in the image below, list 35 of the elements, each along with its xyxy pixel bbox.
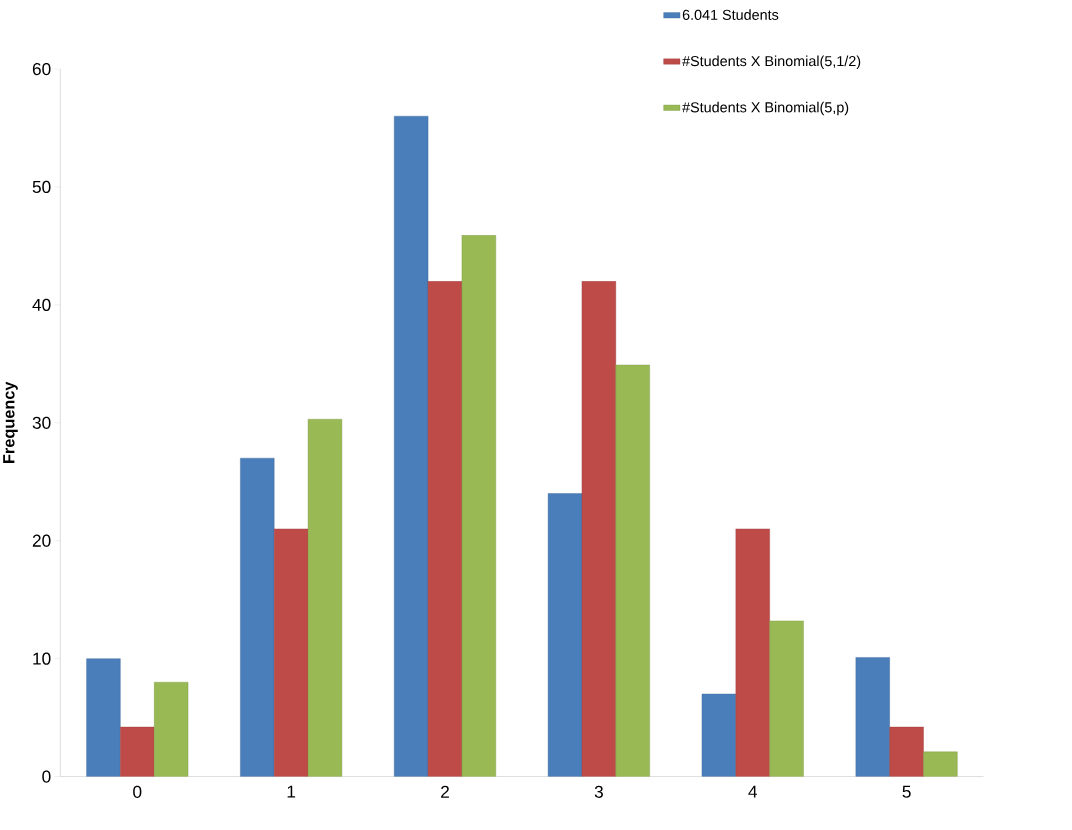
legend-label: #Students X Binomial(5,p) [682, 101, 849, 116]
bar [240, 457, 275, 777]
bar [120, 726, 155, 777]
bar [855, 657, 890, 777]
bar [154, 681, 189, 777]
bar [889, 726, 924, 777]
y-tick-label: 10 [33, 652, 51, 665]
y-tick-label: 30 [32, 416, 51, 429]
legend-label: #Students X Binomial(5,1/2) [682, 55, 861, 69]
x-tick-label: 4 [748, 785, 758, 798]
x-tick-label: 1 [287, 785, 296, 798]
bar [394, 115, 429, 777]
bar [274, 528, 309, 777]
bar [923, 751, 958, 777]
bar [701, 693, 737, 777]
y-tick-label: 60 [32, 62, 51, 76]
bar [427, 280, 463, 777]
x-tick-label: 2 [441, 785, 449, 798]
bar [547, 493, 583, 777]
y-tick-label: 40 [32, 298, 51, 311]
y-tick-label: 0 [42, 770, 51, 783]
bar [86, 658, 121, 777]
y-tick-label: 50 [32, 180, 51, 193]
bar [735, 528, 770, 777]
bar [307, 418, 343, 777]
y-tick-label: 20 [32, 534, 51, 547]
bar [581, 280, 616, 777]
legend-label: 6.041 Students [682, 9, 779, 20]
bar [769, 620, 804, 777]
bar [461, 234, 496, 777]
y-axis-title: Frequency [3, 381, 18, 463]
x-tick-label: 3 [594, 785, 603, 798]
bar [615, 364, 650, 777]
x-tick-label: 5 [902, 785, 911, 798]
x-tick-label: 0 [133, 785, 142, 798]
